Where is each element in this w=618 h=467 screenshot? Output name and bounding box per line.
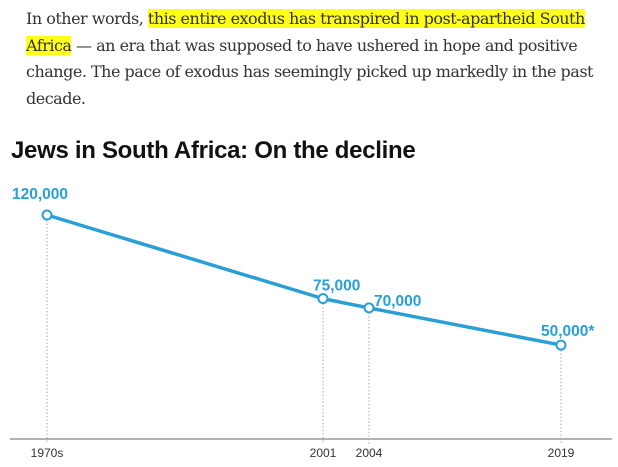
paragraph-text: In other words, — [26, 9, 148, 28]
data-label: 120,000 — [12, 186, 68, 203]
x-tick-label: 1970s — [31, 446, 64, 460]
chart-title: Jews in South Africa: On the decline — [11, 137, 416, 164]
data-label: 70,000 — [374, 293, 421, 310]
data-point — [555, 339, 567, 351]
data-point — [317, 293, 329, 305]
data-point — [363, 302, 375, 314]
data-point — [41, 209, 53, 221]
x-tick-label: 2004 — [356, 446, 383, 460]
article-paragraph: In other words, this entire exodus has t… — [26, 6, 616, 112]
data-line — [46, 213, 562, 347]
paragraph-text-end: — an era that was supposed to have usher… — [26, 35, 593, 108]
data-label: 75,000 — [313, 278, 360, 295]
data-label: 50,000* — [541, 323, 595, 340]
x-tick-label: 2019 — [548, 446, 575, 460]
x-tick-label: 2001 — [310, 446, 337, 460]
